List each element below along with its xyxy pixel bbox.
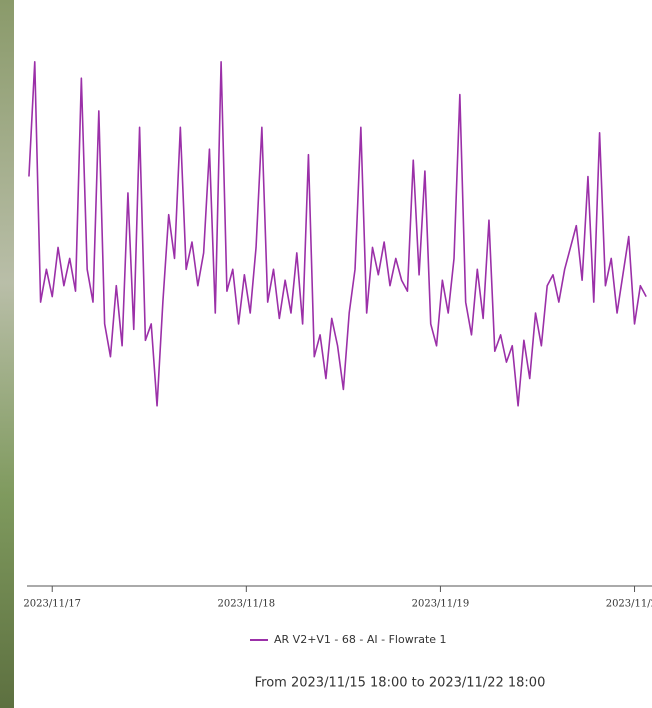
caption: From 2023/11/15 18:00 to 2023/11/22 18:0… — [255, 676, 546, 691]
series-line — [29, 62, 646, 406]
chart: 2023/11/17 2023/11/18 2023/11/19 2023/11/20… — [0, 0, 652, 708]
x-tick-label: 2023/11/17 — [23, 599, 81, 610]
page: 2023/11/17 2023/11/18 2023/11/19 2023/11/20… — [0, 0, 652, 708]
plot: 2023/11/17 2023/11/18 2023/11/19 2023/11/20 — [23, 62, 652, 610]
background-photo — [0, 0, 14, 708]
x-tick-label: 2023/11/20 — [606, 599, 652, 610]
x-tick-label: 2023/11/18 — [218, 599, 276, 610]
legend-label: AR V2+V1 - 68 - AI - Flowrate 1 — [274, 633, 447, 646]
x-tick-label: 2023/11/19 — [412, 599, 470, 610]
